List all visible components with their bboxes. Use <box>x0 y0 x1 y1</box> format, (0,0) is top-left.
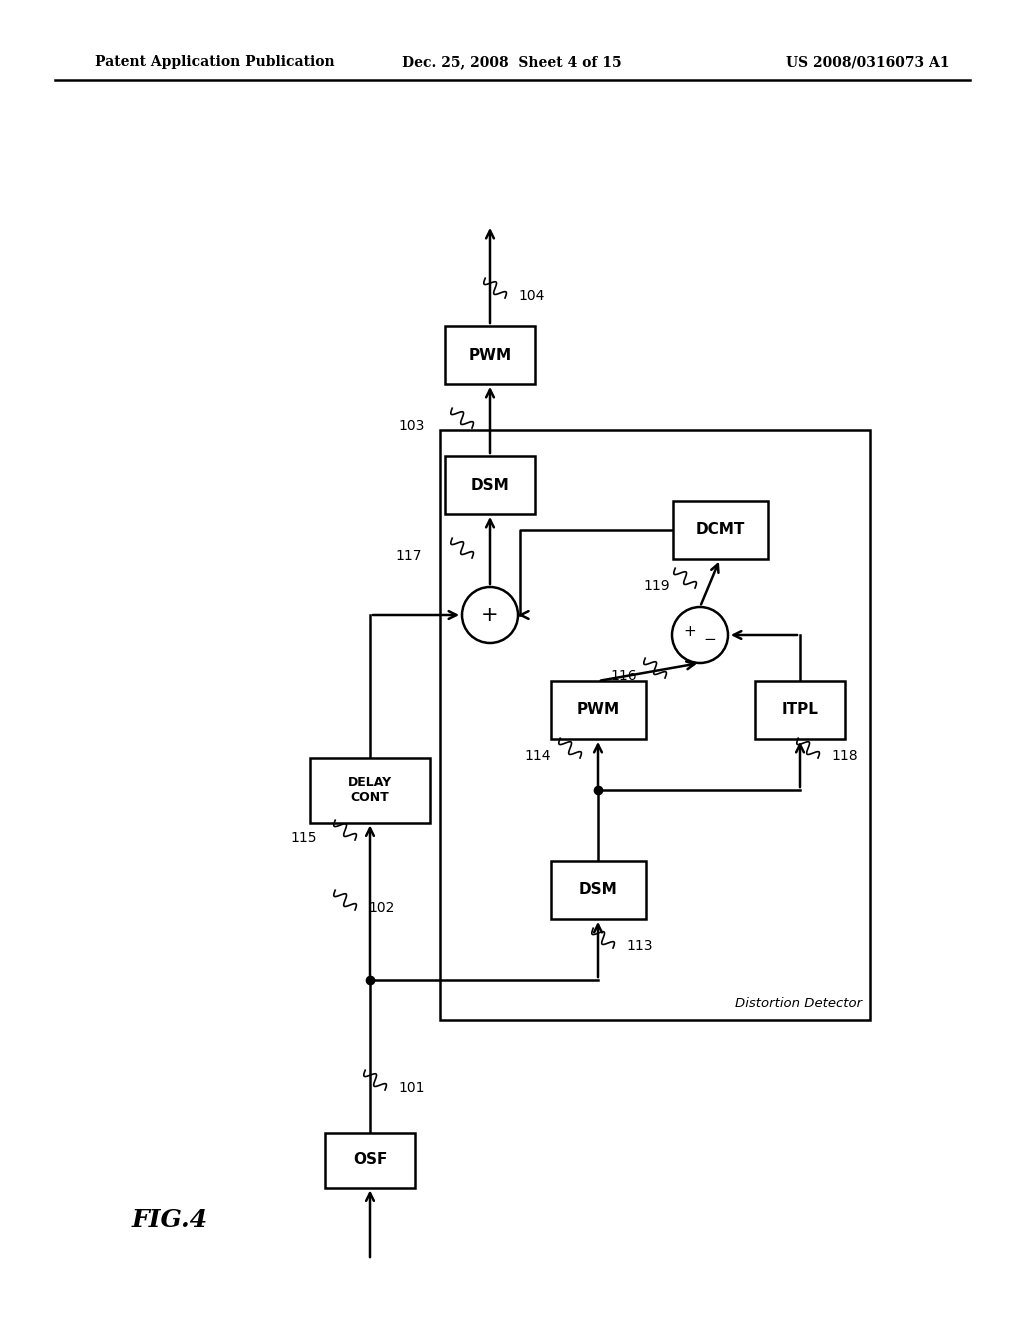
Text: 118: 118 <box>831 748 858 763</box>
Bar <box>755 681 845 739</box>
Text: PWM: PWM <box>468 347 512 363</box>
Bar <box>310 758 430 822</box>
Bar <box>673 502 768 558</box>
Text: DCMT: DCMT <box>695 523 744 537</box>
Text: −: − <box>703 631 717 647</box>
Bar <box>445 455 535 513</box>
Bar <box>551 861 645 919</box>
Text: 102: 102 <box>368 902 394 915</box>
Text: PWM: PWM <box>577 702 620 718</box>
Text: 114: 114 <box>524 748 551 763</box>
Bar <box>325 1133 415 1188</box>
Text: DSM: DSM <box>471 478 509 492</box>
Bar <box>445 326 535 384</box>
Text: FIG.4: FIG.4 <box>132 1208 208 1232</box>
Bar <box>440 430 870 1020</box>
Text: OSF: OSF <box>353 1152 387 1167</box>
Text: +: + <box>684 623 696 639</box>
Circle shape <box>462 587 518 643</box>
Text: Patent Application Publication: Patent Application Publication <box>95 55 335 69</box>
Text: Distortion Detector: Distortion Detector <box>735 997 862 1010</box>
Text: +: + <box>481 605 499 624</box>
Text: DSM: DSM <box>579 883 617 898</box>
Text: 117: 117 <box>395 549 422 564</box>
Text: 101: 101 <box>398 1081 425 1096</box>
Text: US 2008/0316073 A1: US 2008/0316073 A1 <box>786 55 950 69</box>
Text: 116: 116 <box>610 669 637 682</box>
Bar <box>551 681 645 739</box>
Text: DELAY
CONT: DELAY CONT <box>348 776 392 804</box>
Text: 103: 103 <box>398 418 424 433</box>
Text: Dec. 25, 2008  Sheet 4 of 15: Dec. 25, 2008 Sheet 4 of 15 <box>402 55 622 69</box>
Text: 113: 113 <box>626 939 652 953</box>
Text: 115: 115 <box>290 832 316 845</box>
Text: 104: 104 <box>518 289 545 304</box>
Text: 119: 119 <box>643 579 670 593</box>
Text: ITPL: ITPL <box>781 702 818 718</box>
Circle shape <box>672 607 728 663</box>
